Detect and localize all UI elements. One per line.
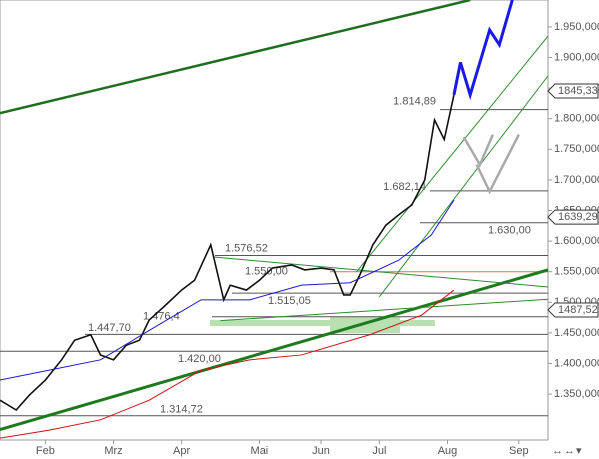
trend-line (0, 268, 549, 432)
level-label: 1.550,00 (245, 266, 288, 278)
trend-line (378, 75, 549, 298)
series-line (0, 289, 455, 439)
level-label: 1.814,89 (393, 96, 436, 108)
price-tag (547, 209, 599, 225)
y-tick-label: 1.700,000 (554, 174, 599, 186)
price-tag (547, 83, 599, 99)
level-label: 1.420,00 (178, 353, 221, 365)
x-tick-label: Jun (312, 445, 330, 457)
y-tick-label: 1.550,000 (554, 266, 599, 278)
x-tick-label: Mrz (104, 445, 122, 457)
level-label: 1.314,72 (160, 404, 203, 416)
y-tick-label: 1.750,000 (554, 143, 599, 155)
price-tag-label: 1639,29 (558, 211, 598, 223)
trend-line (213, 256, 549, 288)
y-tick-label: 1.600,000 (554, 235, 599, 247)
level-label: 1.447,70 (88, 322, 131, 334)
projection (475, 134, 520, 195)
y-tick-label: 1.900,000 (554, 51, 599, 63)
y-tick-label: 1.450,000 (554, 327, 599, 339)
y-tick-label: 1.400,000 (554, 357, 599, 369)
price-tag-label: 1845,33 (558, 85, 598, 97)
level-label: 1.515,05 (268, 295, 311, 307)
level-label: 1.630,00 (488, 225, 531, 237)
x-tick-label: Feb (36, 445, 55, 457)
level-label: 1.576,52 (225, 242, 268, 254)
trend-line (356, 35, 549, 273)
projection (452, 0, 514, 101)
x-tick-label: Apr (173, 445, 190, 457)
x-tick-label: Aug (438, 445, 458, 457)
scroll-control[interactable]: ▾ (576, 445, 582, 457)
trend-line (220, 298, 549, 322)
price-tag (547, 302, 599, 318)
zone (210, 320, 435, 326)
series-line (0, 199, 455, 381)
projection (462, 134, 495, 168)
price-tag-label: 1487,52 (558, 304, 598, 316)
level-label: 1.476,4 (143, 311, 180, 323)
plot-area (0, 0, 549, 441)
y-tick-label: 1.350,000 (554, 388, 599, 400)
scroll-control[interactable]: ↔ (564, 445, 575, 457)
x-tick-label: Jul (372, 445, 386, 457)
scroll-control[interactable]: ↔ (552, 445, 563, 457)
y-tick-label: 1.800,000 (554, 113, 599, 125)
series-line (0, 94, 455, 412)
y-tick-label: 1.950,000 (554, 21, 599, 33)
x-tick-label: Mai (251, 445, 269, 457)
trend-line (0, 0, 471, 115)
x-tick-label: Sep (509, 445, 529, 457)
level-label: 1.682,14 (383, 181, 426, 193)
